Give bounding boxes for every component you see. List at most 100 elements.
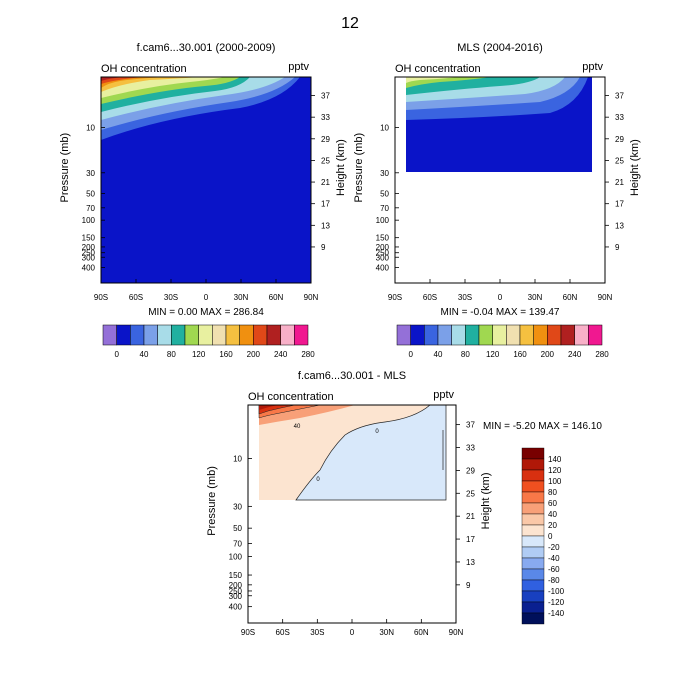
y-tick-label: 50 [86,189,95,198]
color-bar-swatch [560,324,575,346]
panel-left-label: OH concentration [395,63,481,75]
y-right-tick-label: 25 [615,156,624,165]
color-bar-swatch [521,557,545,570]
y-right-tick-label: 33 [466,444,475,453]
y-right-tick-label: 9 [466,581,471,590]
color-bar-label: 200 [247,350,261,359]
y-tick-label: 100 [376,216,390,225]
color-bar-swatch [492,324,507,346]
color-bar-swatch [521,568,545,581]
color-bar-label: 0 [114,350,119,359]
color-bar-swatch [212,324,227,346]
color-bar-label: -100 [548,587,565,596]
y-right-tick-label: 29 [321,135,330,144]
x-tick-label: 90N [449,628,464,637]
color-bar-label: 100 [548,477,562,486]
y-tick-label: 150 [376,234,390,243]
color-bar-swatch [521,469,545,482]
y-tick-label: 10 [86,123,95,132]
color-bar-label: 240 [274,350,288,359]
contour-band [406,77,490,88]
y-right-tick-label: 13 [615,221,624,230]
color-bar-swatch [225,324,240,346]
color-bar-label: 60 [548,499,557,508]
color-bar-swatch [533,324,548,346]
color-bar-swatch [253,324,268,346]
color-bar-swatch [521,491,545,504]
y-right-tick-label: 17 [321,200,330,209]
color-bar-swatch [521,480,545,493]
y-right-tick-label: 9 [615,243,620,252]
panel-left-label: OH concentration [248,391,334,403]
color-bar-swatch [171,324,186,346]
color-bar-label: 280 [301,350,315,359]
color-bar-swatch [519,324,534,346]
color-bar-label: 0 [548,532,553,541]
contour-band-negative [295,404,447,501]
x-tick-label: 30N [234,293,249,302]
color-bar-swatch [521,601,545,614]
color-bar-label: 120 [548,466,562,475]
x-tick-label: 0 [204,293,209,302]
color-bar-label: 200 [541,350,555,359]
contour-band [101,77,125,81]
y-axis-title: Pressure (mb) [59,133,71,203]
color-bar-swatch [116,324,131,346]
y-tick-label: 100 [229,553,243,562]
color-bar-swatch [521,513,545,526]
color-bar-label: 40 [140,350,149,359]
y-tick-label: 150 [229,571,243,580]
color-bar-swatch [547,324,562,346]
y-tick-label: 400 [82,264,96,273]
contour-band [101,77,145,84]
y-right-tick-label: 25 [466,489,475,498]
panel-title: f.cam6...30.001 - MLS [298,370,406,382]
y-right-tick-label: 13 [321,221,330,230]
y-axis-title: Pressure (mb) [353,133,365,203]
x-tick-label: 60S [423,293,437,302]
color-bar-label: 280 [595,350,609,359]
y-axis-title: Pressure (mb) [206,466,218,536]
y-right-tick-label: 17 [615,200,624,209]
y-tick-label: 200 [376,243,390,252]
color-bar-swatch [588,324,603,346]
y-right-tick-label: 25 [321,156,330,165]
color-bar-swatch [198,324,213,346]
color-bar-label: 120 [486,350,500,359]
panel-stats: MIN = -5.20 MAX = 146.10 [483,421,602,432]
y-right-tick-label: 21 [615,178,624,187]
x-tick-label: 90S [388,293,402,302]
y-right-tick-label: 17 [466,535,475,544]
x-tick-label: 30S [458,293,472,302]
y-tick-label: 200 [82,243,96,252]
color-bar-swatch [157,324,172,346]
color-bar-label: 80 [461,350,470,359]
panel-units: pptv [288,61,309,73]
color-bar-swatch [266,324,281,346]
color-bar: 140 120 100 80 60 40 20 0 -20 -40 -60 -80 -100 -120 -1… [521,447,565,625]
color-bar-swatch [143,324,158,346]
color-bar-swatch [294,324,309,346]
y-tick-label: 250 [229,587,243,596]
panel-title: MLS (2004-2016) [457,42,543,54]
color-bar-swatch [280,324,295,346]
color-bar-label: 40 [548,510,557,519]
color-bar-swatch [102,324,117,346]
panel-1: f.cam6...30.001 (2000-2009) OH concentrat… [59,42,347,359]
color-bar-label: 20 [548,521,557,530]
color-bar-swatch [521,535,545,548]
y-tick-label: 30 [380,169,389,178]
color-bar-swatch [521,590,545,603]
color-bar-swatch [410,324,425,346]
color-bar-swatch [521,502,545,515]
y-tick-label: 50 [380,189,389,198]
x-tick-label: 60N [414,628,429,637]
color-bar-label: 80 [167,350,176,359]
y-tick-label: 10 [380,123,389,132]
y-tick-label: 100 [82,216,96,225]
y-tick-label: 200 [229,581,243,590]
x-tick-label: 60S [129,293,143,302]
y-tick-label: 30 [86,169,95,178]
y-right-axis-title: Height (km) [335,139,347,196]
x-tick-label: 60S [276,628,290,637]
